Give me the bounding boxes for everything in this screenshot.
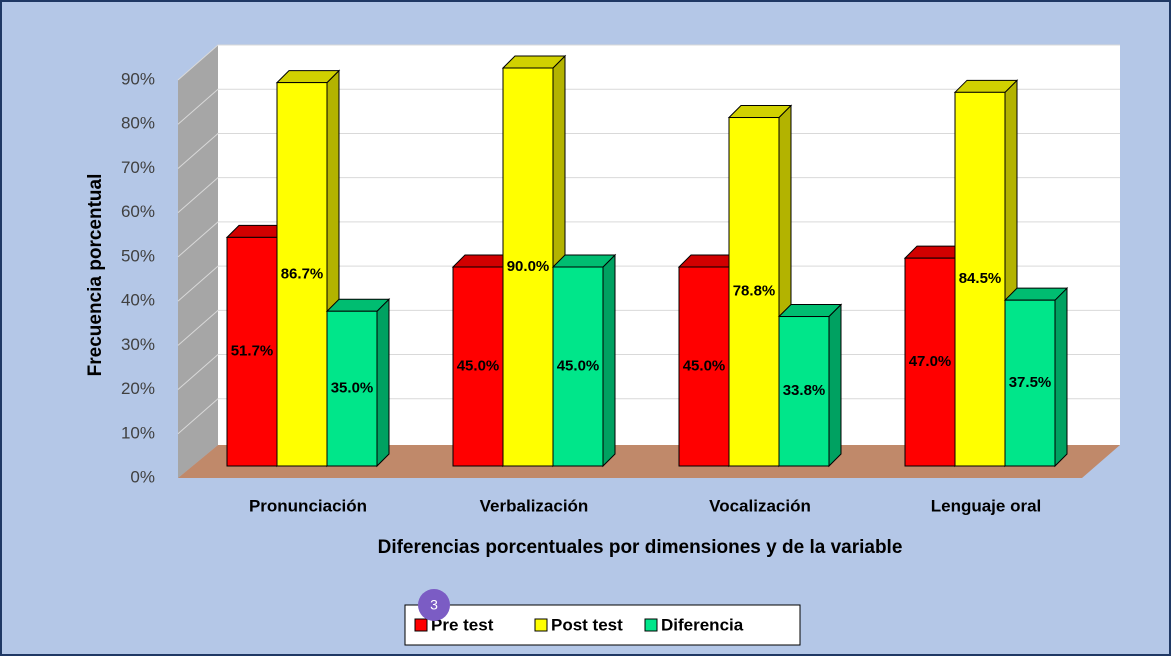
- y-tick-label: 40%: [121, 291, 155, 310]
- x-tick-label: Vocalización: [709, 496, 811, 515]
- grid-line: [177, 44, 1120, 81]
- bar-side: [602, 253, 616, 468]
- bar-side: [1054, 286, 1068, 468]
- bar-side: [376, 298, 390, 468]
- badge-label: 3: [430, 597, 438, 613]
- data-label: 90.0%: [507, 258, 550, 275]
- y-tick-label: 50%: [121, 246, 155, 265]
- y-tick-label: 30%: [121, 335, 155, 354]
- floor: [178, 445, 1120, 478]
- grid-line: [177, 221, 1120, 258]
- data-label: 45.0%: [683, 357, 726, 374]
- legend-label: Diferencia: [661, 615, 744, 634]
- bar: [502, 67, 554, 467]
- bar: [728, 117, 780, 467]
- x-tick-label: Pronunciación: [249, 496, 367, 515]
- legend-label: Pre test: [431, 615, 494, 634]
- side-wall: [178, 45, 218, 478]
- grid-line: [177, 132, 1120, 169]
- bar: [552, 266, 604, 467]
- grid-line: [177, 88, 1120, 125]
- legend-label: Post test: [551, 615, 623, 634]
- x-axis-title: Diferencias porcentuales por dimensiones…: [378, 537, 903, 558]
- data-label: 86.7%: [281, 265, 324, 282]
- y-tick-label: 10%: [121, 423, 155, 442]
- data-label: 33.8%: [783, 382, 826, 399]
- y-tick-label: 80%: [121, 114, 155, 133]
- grid-line: [177, 177, 1120, 214]
- bar: [276, 82, 328, 467]
- bar-side: [828, 303, 842, 468]
- data-label: 47.0%: [909, 353, 952, 370]
- y-axis-title: Frecuencia porcentual: [85, 174, 106, 377]
- bar: [326, 310, 378, 467]
- data-label: 35.0%: [331, 380, 374, 397]
- bar: [954, 91, 1006, 467]
- data-label: 84.5%: [959, 270, 1002, 287]
- legend-swatch: [534, 618, 548, 632]
- data-label: 78.8%: [733, 283, 776, 300]
- data-label: 45.0%: [457, 357, 500, 374]
- data-label: 51.7%: [231, 343, 274, 360]
- x-tick-label: Lenguaje oral: [931, 496, 1042, 515]
- y-tick-label: 70%: [121, 158, 155, 177]
- bar: [226, 236, 278, 467]
- legend: [404, 604, 801, 646]
- bar: [778, 316, 830, 467]
- y-tick-label: 90%: [121, 69, 155, 88]
- y-tick-label: 20%: [121, 379, 155, 398]
- x-tick-label: Verbalización: [480, 496, 589, 515]
- data-label: 45.0%: [557, 357, 600, 374]
- legend-swatch: [414, 618, 428, 632]
- badge: [418, 589, 450, 621]
- grid-line: [177, 265, 1120, 302]
- y-tick-label: 60%: [121, 202, 155, 221]
- data-label: 37.5%: [1009, 374, 1052, 391]
- legend-swatch: [644, 618, 658, 632]
- y-tick-label: 0%: [130, 467, 155, 486]
- bar: [1004, 299, 1056, 467]
